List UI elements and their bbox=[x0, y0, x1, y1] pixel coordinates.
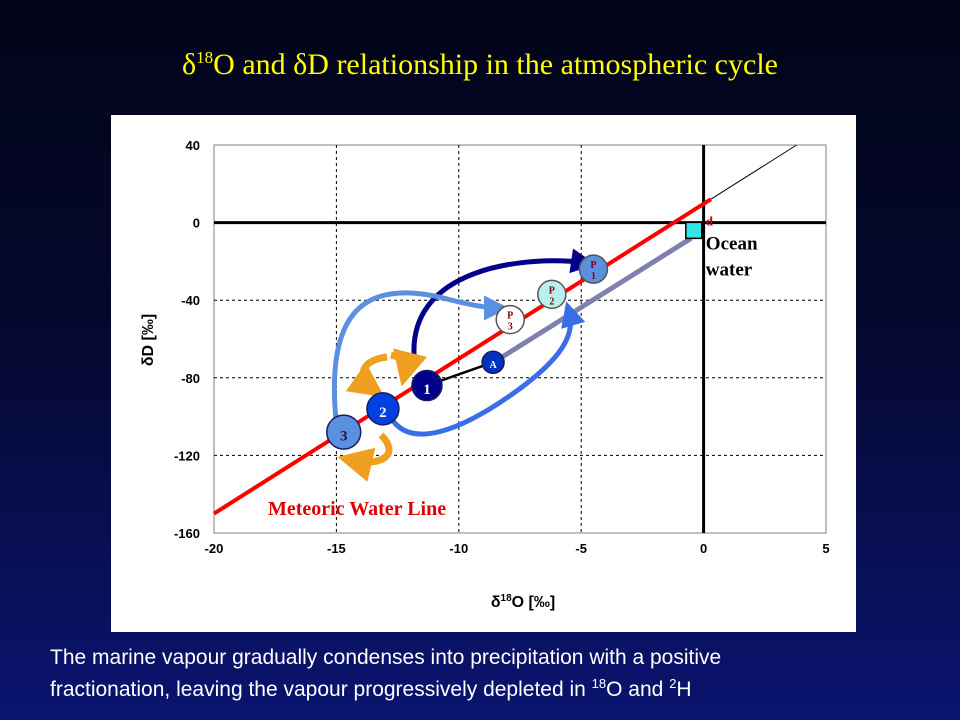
slide-title: δ18O and δD relationship in the atmosphe… bbox=[182, 48, 778, 81]
x-axis-title: δ18O [‰] bbox=[491, 593, 555, 611]
y-tick-label: -160 bbox=[174, 526, 200, 541]
axis-ticks: -20 -15 -10 -5 0 5 40 0 -40 -80 -120 -160 bbox=[174, 138, 830, 556]
vapour-point-3 bbox=[325, 414, 362, 450]
vapour-point-3-label: 3 bbox=[340, 428, 348, 444]
vapour-point-1-label: 1 bbox=[423, 382, 431, 398]
x-tick-label: -5 bbox=[575, 541, 587, 556]
y-tick-label: -120 bbox=[174, 448, 200, 463]
precip-point-p2-letter: P bbox=[549, 285, 555, 296]
precip-point-p3-number: 3 bbox=[508, 322, 513, 333]
mwl-extension-line bbox=[710, 144, 797, 200]
arrow-mid-blue bbox=[388, 301, 586, 437]
precip-point-p1 bbox=[578, 254, 609, 284]
x-tick-label: 5 bbox=[822, 541, 829, 556]
vapour-point-a bbox=[481, 350, 505, 375]
precip-point-p1-number: 1 bbox=[591, 271, 596, 282]
y-axis-title: δD [‰] bbox=[140, 314, 157, 366]
ocean-water-point bbox=[685, 221, 703, 240]
x-tick-label: -15 bbox=[327, 541, 346, 556]
vapour-point-a-label: A bbox=[489, 360, 497, 371]
x-tick-label: -20 bbox=[205, 541, 224, 556]
vapour-point-2-label: 2 bbox=[379, 405, 387, 421]
caption-line1: The marine vapour gradually condenses in… bbox=[50, 646, 722, 669]
caption: The marine vapour gradually condenses in… bbox=[50, 645, 930, 703]
ocean-label-line2: water bbox=[706, 259, 753, 280]
mwl-label: Meteoric Water Line bbox=[268, 498, 446, 520]
y-tick-label: -40 bbox=[181, 293, 200, 308]
arrow-orange-top-left bbox=[345, 353, 388, 398]
arrow-orange-top-right bbox=[390, 348, 428, 387]
arrow-light-blue bbox=[331, 290, 509, 421]
caption-line2: fractionation, leaving the vapour progre… bbox=[50, 676, 692, 701]
ocean-label-line1: Ocean bbox=[706, 233, 758, 254]
precip-point-p3-letter: P bbox=[507, 311, 513, 322]
y-tick-label: -80 bbox=[181, 371, 200, 386]
precip-point-p2 bbox=[537, 279, 567, 310]
grid-lines bbox=[214, 145, 826, 533]
vapour-point-1 bbox=[411, 369, 443, 402]
arrow-orange-bottom bbox=[337, 432, 393, 482]
precip-point-p2-number: 2 bbox=[549, 296, 554, 307]
x-tick-label: 0 bbox=[700, 541, 707, 556]
vapour-point-2 bbox=[366, 392, 400, 426]
plot-area bbox=[213, 144, 827, 534]
evaporation-line bbox=[489, 236, 693, 367]
x-tick-label: -10 bbox=[449, 541, 468, 556]
meteoric-water-line bbox=[212, 197, 713, 516]
deuterium-excess-label: d bbox=[706, 213, 714, 228]
y-tick-label: 40 bbox=[186, 138, 200, 153]
precip-point-p1-letter: P bbox=[590, 260, 596, 271]
y-tick-label: 0 bbox=[193, 216, 200, 231]
precip-point-p3 bbox=[495, 304, 525, 335]
arrow-dark-blue bbox=[411, 248, 596, 366]
